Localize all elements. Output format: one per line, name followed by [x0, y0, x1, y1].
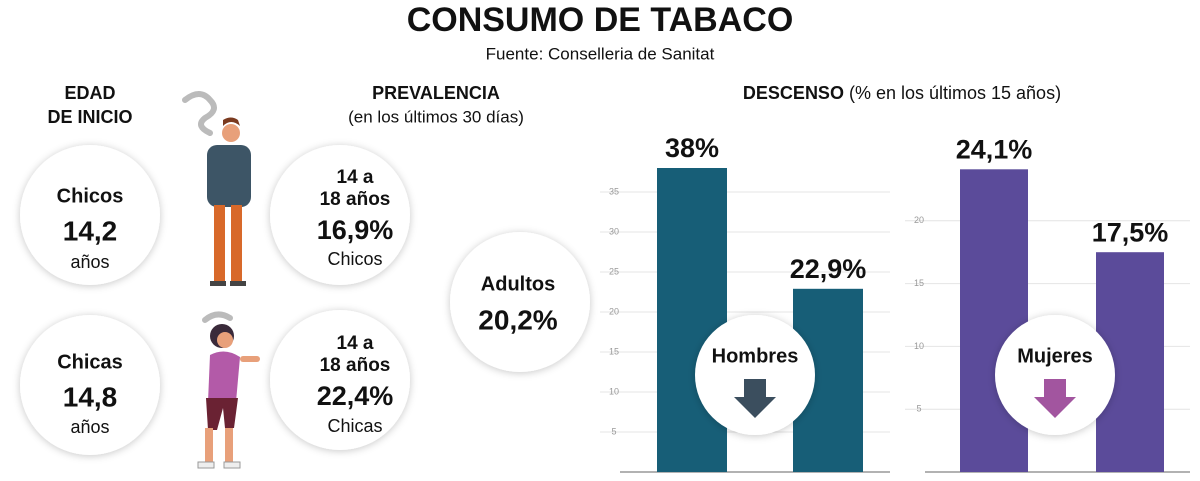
down-arrow — [1034, 379, 1076, 418]
label: Adultos — [481, 273, 555, 295]
y-tick-label: 20 — [914, 215, 924, 225]
title: CONSUMO DE TABACO — [407, 1, 794, 39]
section-title: DESCENSO (% en los últimos 15 años) — [743, 83, 1061, 103]
y-tick-label: 20 — [609, 306, 619, 316]
value-label: 17,5% — [1092, 217, 1169, 247]
y-tick-label: 15 — [914, 278, 924, 288]
value: 14,2 — [63, 215, 118, 246]
label-circle — [995, 315, 1115, 435]
y-tick-label: 10 — [609, 386, 619, 396]
section-subtitle: (% en los últimos 15 años) — [849, 83, 1061, 103]
circle — [20, 315, 160, 455]
value-label: 22,9% — [790, 254, 867, 284]
label: Chicas — [57, 351, 123, 373]
value: 22,4% — [317, 381, 394, 411]
y-tick-label: 35 — [609, 186, 619, 196]
label: 14 a — [337, 333, 374, 354]
man-figure — [182, 91, 251, 286]
section-subtitle: (en los últimos 30 días) — [348, 107, 524, 126]
section-title: DE INICIO — [47, 107, 132, 127]
label: 18 años — [320, 189, 391, 210]
label: 18 años — [320, 355, 391, 376]
down-arrow — [734, 379, 776, 418]
y-tick-label: 30 — [609, 226, 619, 236]
woman-figure — [197, 311, 260, 469]
circle — [20, 145, 160, 285]
bar — [657, 168, 727, 472]
label: Chicos — [57, 185, 124, 207]
value-label: 24,1% — [956, 134, 1033, 164]
source: Fuente: Conselleria de Sanitat — [486, 44, 715, 63]
section-title: DESCENSO — [743, 83, 844, 103]
section-title: PREVALENCIA — [372, 83, 500, 103]
circle — [450, 232, 590, 372]
label: 14 a — [337, 167, 374, 188]
charts: 5 10 15 20 25 30 35 38% 22,9% Hombres 5 10 15 20 24,1%… — [600, 133, 1190, 473]
value: 14,8 — [63, 381, 118, 412]
y-tick-label: 15 — [609, 346, 619, 356]
series-label: Mujeres — [1017, 345, 1093, 367]
group: Chicas — [327, 416, 382, 436]
section-title: EDAD — [64, 83, 115, 103]
circle — [270, 145, 410, 285]
label-circle — [695, 315, 815, 435]
unit: años — [70, 417, 109, 437]
circle — [270, 310, 410, 450]
y-tick-label: 25 — [609, 266, 619, 276]
value-label: 38% — [665, 133, 719, 163]
unit: años — [70, 252, 109, 272]
value: 16,9% — [317, 215, 394, 245]
bar — [960, 169, 1028, 472]
series-label: Hombres — [712, 345, 799, 367]
y-tick-label: 10 — [914, 341, 924, 351]
y-tick-label: 5 — [916, 404, 921, 414]
value: 20,2% — [478, 304, 557, 335]
y-tick-label: 5 — [611, 426, 616, 436]
group: Chicos — [327, 249, 382, 269]
